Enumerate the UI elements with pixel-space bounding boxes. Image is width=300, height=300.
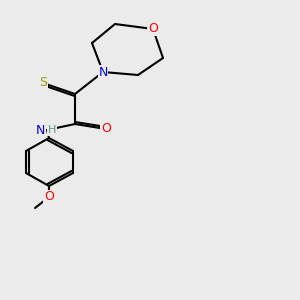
Text: H: H (48, 125, 56, 135)
Text: N: N (98, 65, 108, 79)
Text: N: N (36, 124, 45, 136)
Text: S: S (39, 76, 47, 89)
Text: O: O (44, 190, 54, 203)
Text: O: O (101, 122, 111, 136)
Text: O: O (148, 22, 158, 35)
